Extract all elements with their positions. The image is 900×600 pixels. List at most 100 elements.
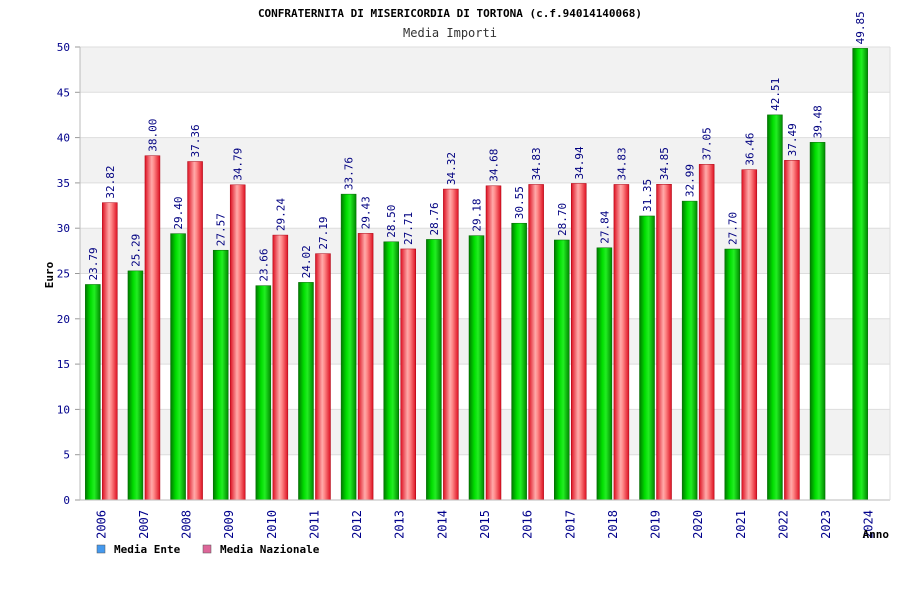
value-label-media-nazionale-2011: 27.19: [317, 217, 330, 250]
value-label-media-ente-2008: 29.40: [172, 197, 185, 230]
value-label-media-ente-2010: 23.66: [257, 249, 270, 282]
bar-media-nazionale-2020: [698, 164, 715, 501]
value-label-media-ente-2019: 31.35: [641, 179, 654, 212]
x-tick-label: 2022: [776, 510, 790, 539]
x-tick-label: 2024: [862, 510, 876, 539]
y-tick-label: 30: [57, 222, 70, 235]
value-label-media-nazionale-2016: 34.83: [530, 147, 543, 180]
value-label-media-nazionale-2013: 27.71: [402, 212, 415, 245]
value-label-media-ente-2024: 49.85: [854, 11, 867, 44]
bar-media-nazionale-2021: [741, 169, 758, 501]
bar-media-nazionale-2008: [187, 161, 203, 501]
value-label-media-nazionale-2014: 34.32: [445, 152, 458, 185]
x-tick-label: 2020: [691, 510, 705, 539]
y-tick-label: 45: [57, 86, 70, 99]
bar-media-ente-2008: [170, 233, 186, 501]
value-label-media-nazionale-2008: 37.36: [189, 124, 202, 157]
value-labels: 23.79 32.82 25.29 38.00 29.40 37.36 27.57 34.79…: [87, 11, 867, 281]
x-tick-label: 2015: [478, 510, 492, 539]
y-tick-label: 40: [57, 132, 70, 145]
y-tick-label: 0: [63, 494, 70, 507]
y-tick-label: 20: [57, 313, 70, 326]
x-tick-label: 2023: [819, 510, 833, 539]
x-tick-label: 2014: [435, 510, 449, 539]
x-tick-label: 2009: [222, 510, 236, 539]
chart-subtitle: Media Importi: [403, 26, 497, 40]
value-label-media-ente-2009: 27.57: [215, 213, 228, 246]
value-label-media-ente-2007: 25.29: [129, 234, 142, 267]
bar-media-nazionale-2009: [229, 184, 246, 501]
value-label-media-nazionale-2007: 38.00: [146, 119, 159, 152]
x-tick-label: 2011: [307, 510, 321, 539]
value-label-media-ente-2018: 27.84: [598, 210, 611, 243]
bar-media-ente-2017: [554, 239, 570, 501]
axes: 0 5 10 15 20 25 30 35 40 45 50 2006 2007 2008 2009 2010…: [57, 41, 891, 539]
bar-media-nazionale-2006: [102, 202, 118, 501]
value-label-media-ente-2006: 23.79: [87, 247, 100, 280]
legend-swatch-media-ente: [96, 544, 106, 554]
bar-media-nazionale-2010: [272, 234, 289, 501]
value-label-media-ente-2013: 28.50: [385, 205, 398, 238]
bar-media-ente-2007: [127, 270, 144, 501]
x-tick-label: 2017: [563, 510, 577, 539]
bar-media-ente-2023: [809, 142, 826, 501]
y-tick-label: 15: [57, 358, 70, 371]
bar-media-nazionale-2012: [357, 233, 374, 501]
bar-media-ente-2006: [85, 284, 101, 501]
x-tick-label: 2010: [265, 510, 279, 539]
bars: [85, 48, 868, 501]
x-tick-label: 2007: [137, 510, 151, 539]
x-tick-label: 2019: [649, 510, 663, 539]
bar-media-nazionale-2017: [571, 183, 587, 501]
value-label-media-ente-2011: 24.02: [300, 245, 313, 278]
y-tick-label: 35: [57, 177, 70, 190]
bar-media-ente-2015: [468, 235, 485, 501]
plot-band: [80, 92, 890, 138]
y-tick-label: 10: [57, 403, 70, 416]
x-tick-label: 2013: [393, 510, 407, 539]
y-tick-label: 50: [57, 41, 70, 54]
legend-swatch-media-nazionale: [202, 544, 212, 554]
value-label-media-ente-2017: 28.70: [556, 203, 569, 236]
x-axis-label: Anno: [863, 528, 890, 541]
value-label-media-ente-2015: 29.18: [471, 199, 484, 232]
bar-media-ente-2014: [426, 239, 442, 501]
value-label-media-ente-2023: 39.48: [812, 105, 825, 138]
x-tick-label: 2021: [734, 510, 748, 539]
bar-media-ente-2022: [767, 114, 783, 501]
bar-media-ente-2024: [852, 48, 868, 501]
value-label-media-nazionale-2012: 29.43: [360, 196, 373, 229]
bar-media-ente-2020: [681, 200, 698, 501]
value-label-media-ente-2016: 30.55: [513, 186, 526, 219]
value-label-media-nazionale-2019: 34.85: [658, 147, 671, 180]
bar-media-ente-2021: [724, 248, 741, 501]
bar-media-ente-2016: [511, 222, 527, 501]
value-label-media-nazionale-2009: 34.79: [232, 148, 245, 181]
y-tick-label: 5: [63, 449, 70, 462]
value-label-media-ente-2012: 33.76: [343, 157, 356, 190]
value-label-media-ente-2020: 32.99: [684, 164, 697, 197]
x-tick-label: 2006: [94, 510, 108, 539]
value-label-media-nazionale-2015: 34.68: [488, 149, 501, 182]
bar-media-ente-2013: [383, 241, 399, 501]
x-tick-label: 2018: [606, 510, 620, 539]
value-label-media-nazionale-2006: 32.82: [104, 166, 117, 199]
chart-title: CONFRATERNITA DI MISERICORDIA DI TORTONA…: [258, 7, 642, 20]
bar-media-ente-2009: [212, 249, 229, 501]
x-tick-label: 2012: [350, 510, 364, 539]
plot-band: [80, 47, 890, 93]
x-tick-label: 2008: [180, 510, 194, 539]
value-label-media-nazionale-2022: 37.49: [786, 123, 799, 156]
bar-media-nazionale-2015: [485, 185, 502, 501]
value-label-media-nazionale-2020: 37.05: [701, 127, 714, 160]
legend-label-media-nazionale: Media Nazionale: [220, 543, 320, 556]
bar-media-nazionale-2011: [315, 253, 331, 501]
value-label-media-nazionale-2018: 34.83: [615, 147, 628, 180]
y-tick-label: 25: [57, 268, 70, 281]
bar-media-ente-2012: [340, 193, 357, 501]
y-axis-label: Euro: [43, 261, 56, 288]
bar-media-nazionale-2018: [613, 184, 630, 501]
value-label-media-nazionale-2021: 36.46: [743, 133, 756, 166]
bar-media-nazionale-2022: [784, 160, 800, 501]
